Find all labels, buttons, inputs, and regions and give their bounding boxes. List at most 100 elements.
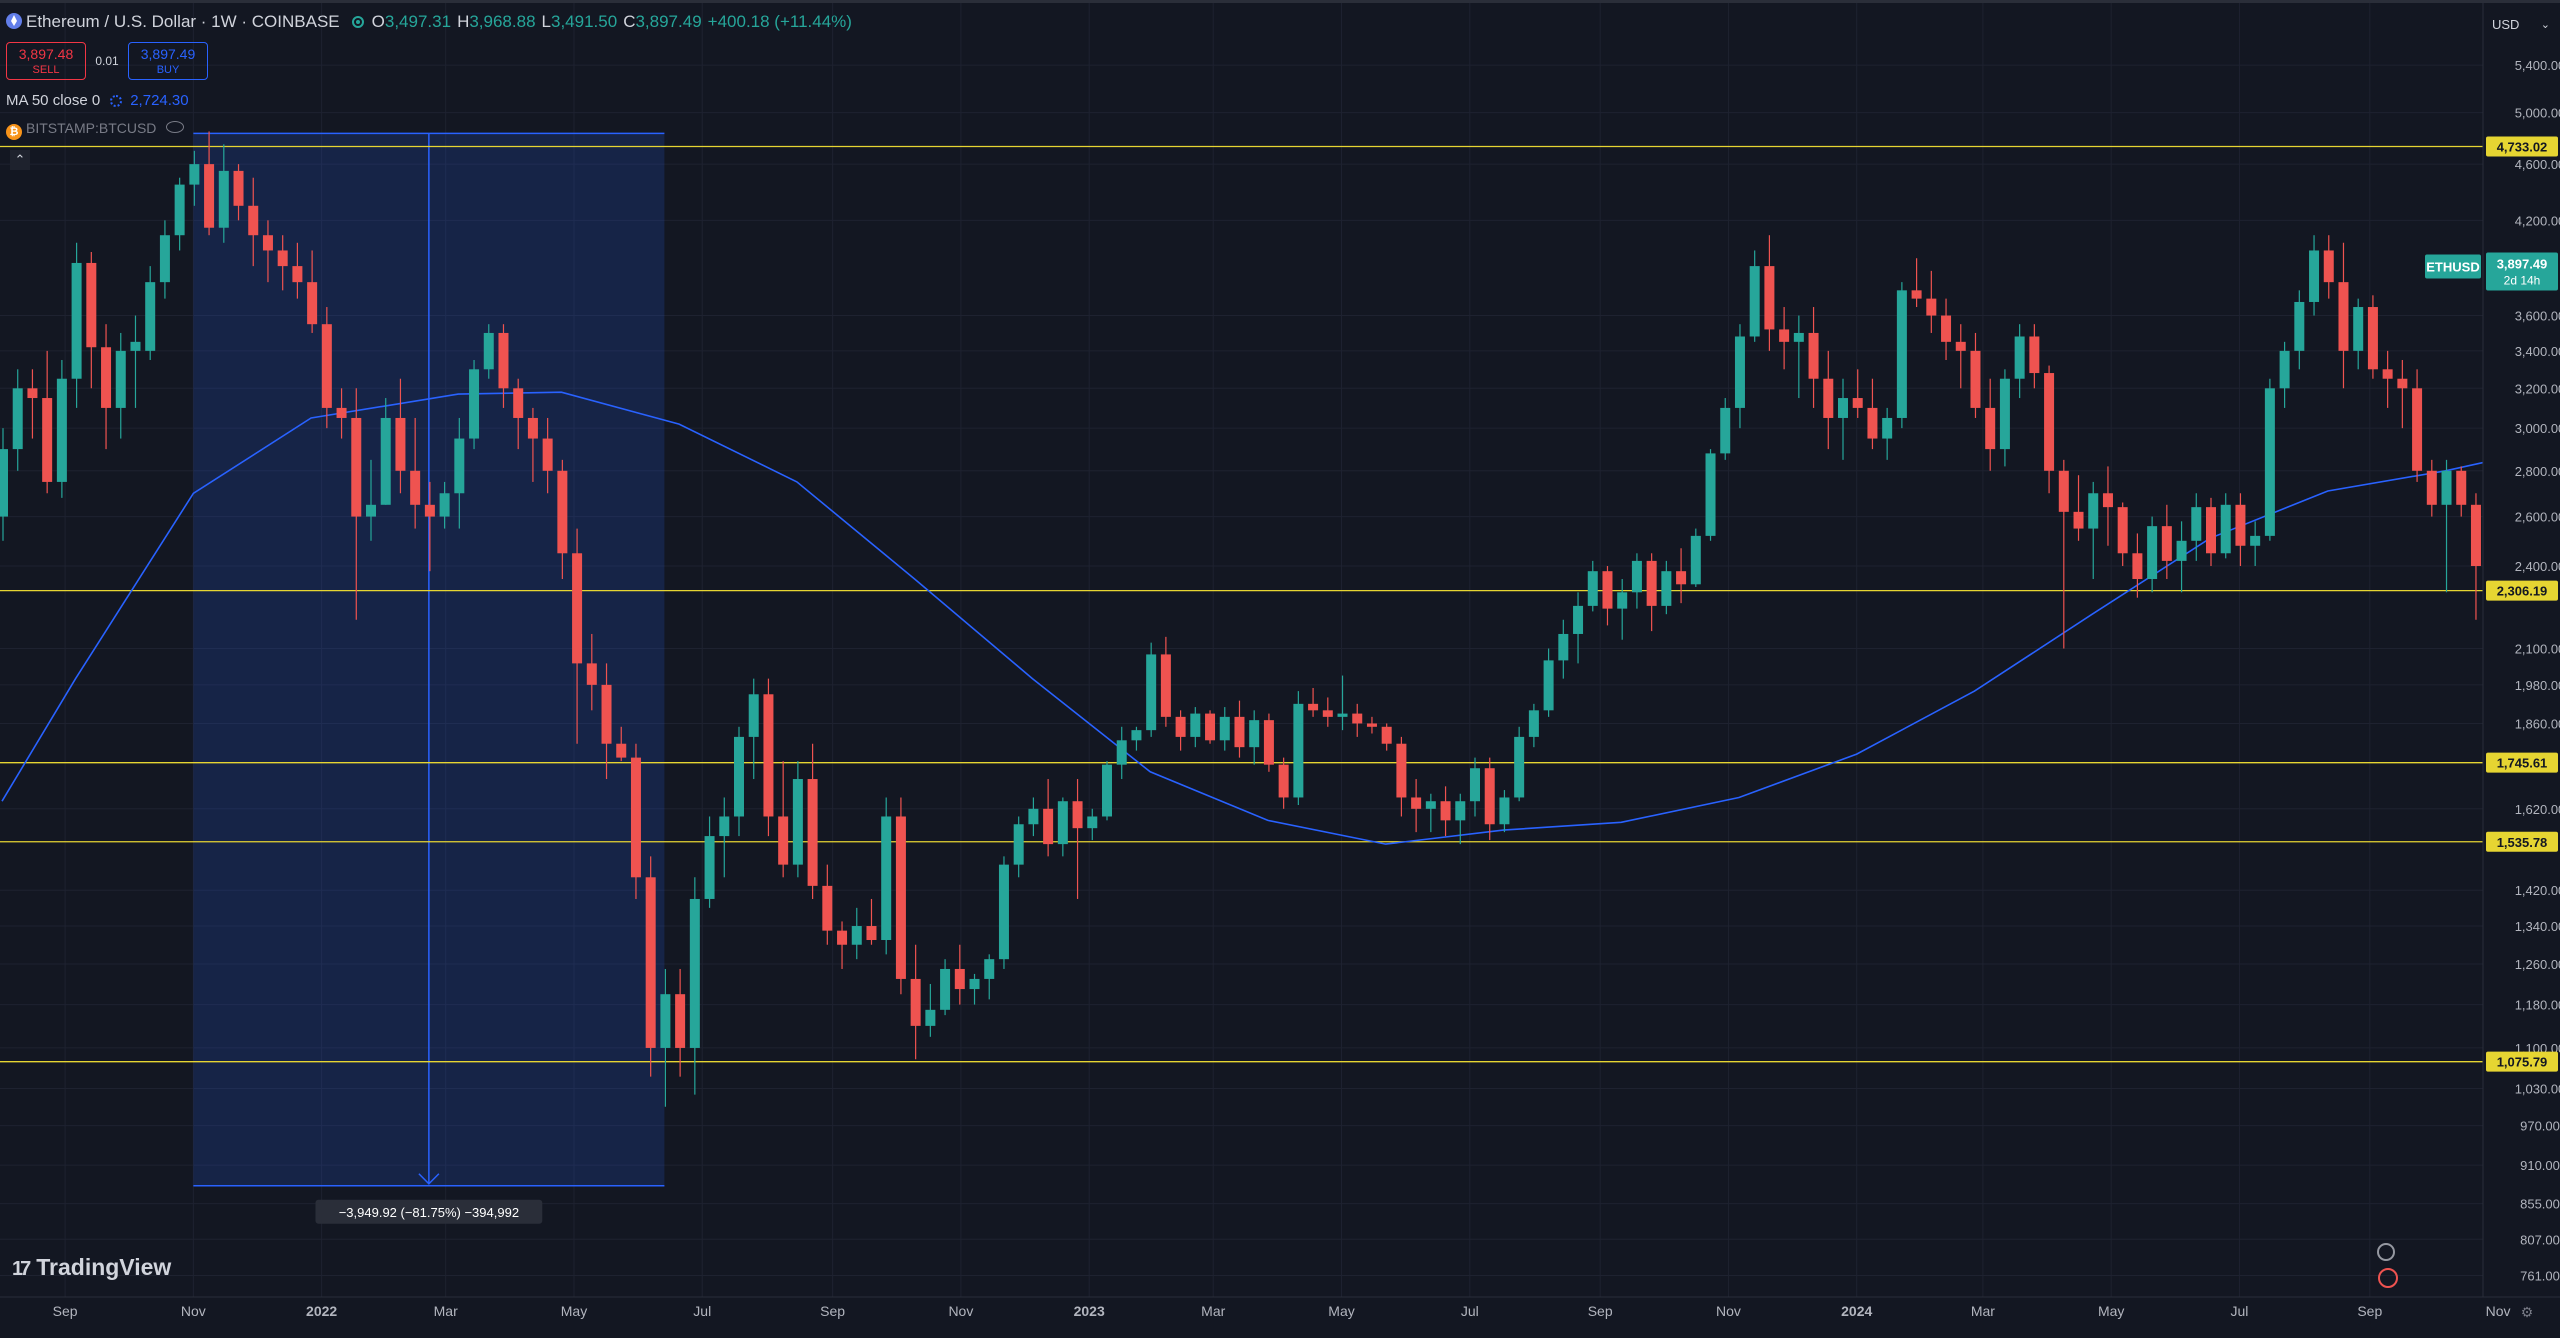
time-tick-label: May xyxy=(1328,1303,1354,1319)
price-tick-label: 5,400.00 xyxy=(2515,58,2560,73)
ma-indicator-label[interactable]: MA 50 close 0 xyxy=(6,92,101,109)
candle-up xyxy=(218,170,229,228)
price-tick-label: 3,600.00 xyxy=(2515,309,2560,324)
candle-down xyxy=(807,779,818,886)
price-tick-label: 761.00 xyxy=(2520,1269,2560,1284)
candle-down xyxy=(2470,504,2481,567)
price-axis: 5,400.00 5,000.00 4,600.00 4,200.00 3,600.00… xyxy=(2486,58,2560,1284)
candle-up xyxy=(1896,290,1907,418)
candle-down xyxy=(307,282,318,325)
candle-down xyxy=(2338,282,2349,351)
candle-up xyxy=(792,779,803,865)
candle-down xyxy=(1779,329,1790,342)
compare-symbol-label[interactable]: BITSTAMP:BTCUSD xyxy=(26,120,157,136)
candle-down xyxy=(542,438,553,471)
eye-icon[interactable] xyxy=(166,121,185,133)
candle-down xyxy=(1308,703,1319,711)
candle-up xyxy=(469,369,480,439)
candle-up xyxy=(704,836,715,899)
candle-up xyxy=(1087,816,1098,829)
sell-button[interactable]: 3,897.48 SELL xyxy=(6,42,86,80)
candle-down xyxy=(395,417,406,471)
time-tick-label: Nov xyxy=(2486,1303,2511,1319)
settings-icon[interactable]: ⚙ xyxy=(2520,1304,2534,1320)
candle-down xyxy=(1072,801,1083,829)
candle-up xyxy=(366,504,376,517)
candle-down xyxy=(1602,571,1613,609)
candle-down xyxy=(410,470,421,505)
candle-down xyxy=(1381,726,1392,744)
compare-symbol-legend[interactable]: ₿ BITSTAMP:BTCUSD xyxy=(6,120,185,140)
candle-down xyxy=(895,816,906,979)
currency-selector[interactable]: USD ⌄ xyxy=(2488,10,2554,40)
time-tick-label: Mar xyxy=(434,1303,458,1319)
candle-down xyxy=(1205,713,1216,741)
candle-up xyxy=(719,816,730,837)
candle-down xyxy=(586,663,597,685)
level-price-tag-bg xyxy=(2486,580,2558,601)
candle-down xyxy=(2235,504,2246,546)
symbol-title[interactable]: Ethereum / U.S. Dollar · 1W · COINBASE xyxy=(26,12,340,31)
time-tick-label: Mar xyxy=(1201,1303,1225,1319)
candle-down xyxy=(2412,388,2423,471)
candle-up xyxy=(660,994,671,1048)
candle-down xyxy=(262,235,273,251)
candle-up xyxy=(1882,417,1893,439)
candle-up xyxy=(1528,710,1539,737)
candle-up xyxy=(2264,388,2275,536)
candle-down xyxy=(101,347,112,408)
time-tick-label: 2024 xyxy=(1841,1303,1872,1319)
candle-up xyxy=(940,968,951,1010)
symbol-tag-bg xyxy=(2425,254,2481,279)
candle-down xyxy=(2058,470,2069,512)
collapse-legend-button[interactable]: ⌃ xyxy=(10,150,30,170)
price-tick-label: 970.00 xyxy=(2520,1119,2560,1134)
candle-down xyxy=(2456,470,2467,505)
candle-down xyxy=(1043,808,1054,845)
candle-down xyxy=(1823,378,1834,418)
candle-up xyxy=(439,493,450,517)
candle-down xyxy=(2426,470,2437,505)
candle-down xyxy=(498,332,509,389)
candle-up xyxy=(1131,730,1142,741)
candle-down xyxy=(1352,713,1363,724)
symbol-header[interactable]: Ethereum / U.S. Dollar · 1W · COINBASE O3… xyxy=(6,12,858,32)
candle-up xyxy=(2176,540,2187,561)
ma-indicator-legend[interactable]: MA 50 close 0 2,724.30 xyxy=(6,92,189,109)
candles-layer xyxy=(0,131,2560,1107)
level-price-tag: 1,535.78 xyxy=(2497,835,2548,850)
candle-down xyxy=(837,930,848,945)
candle-down xyxy=(2029,336,2040,374)
candle-up xyxy=(2014,336,2025,379)
price-tick-label: 5,000.00 xyxy=(2515,106,2560,121)
market-open-icon xyxy=(351,16,364,28)
price-tick-label: 3,000.00 xyxy=(2515,421,2560,436)
price-tick-label: 1,420.00 xyxy=(2515,883,2560,898)
high-value: 3,968.88 xyxy=(469,12,536,31)
measure-layer: −3,949.92 (−81.75%) −394,992−2,731.89 (−… xyxy=(193,132,665,1224)
tradingview-logo[interactable]: 17 TradingView xyxy=(12,1254,171,1281)
price-tick-label: 3,400.00 xyxy=(2515,344,2560,359)
candle-down xyxy=(233,170,244,206)
price-tick-label: 1,620.00 xyxy=(2515,802,2560,817)
candle-down xyxy=(204,164,215,228)
candle-up xyxy=(969,978,980,990)
price-tick-label: 1,980.00 xyxy=(2515,678,2560,693)
time-tick-label: 2023 xyxy=(1074,1303,1105,1319)
time-axis-bg xyxy=(0,1297,2483,1338)
price-tick-label: 4,200.00 xyxy=(2515,213,2560,228)
time-tick-label: Nov xyxy=(948,1303,973,1319)
time-tick-label: Sep xyxy=(820,1303,845,1319)
buy-button[interactable]: 3,897.49 BUY xyxy=(128,42,208,80)
candle-up xyxy=(0,449,8,517)
candle-up xyxy=(483,332,494,370)
open-value: 3,497.31 xyxy=(384,12,452,31)
grid-layer xyxy=(0,0,2499,1297)
candle-up xyxy=(1661,571,1672,606)
candle-up xyxy=(174,184,185,236)
candle-down xyxy=(763,694,774,817)
earnings-event-icon xyxy=(2377,1243,2395,1261)
level-price-tag-bg xyxy=(2486,1051,2558,1072)
